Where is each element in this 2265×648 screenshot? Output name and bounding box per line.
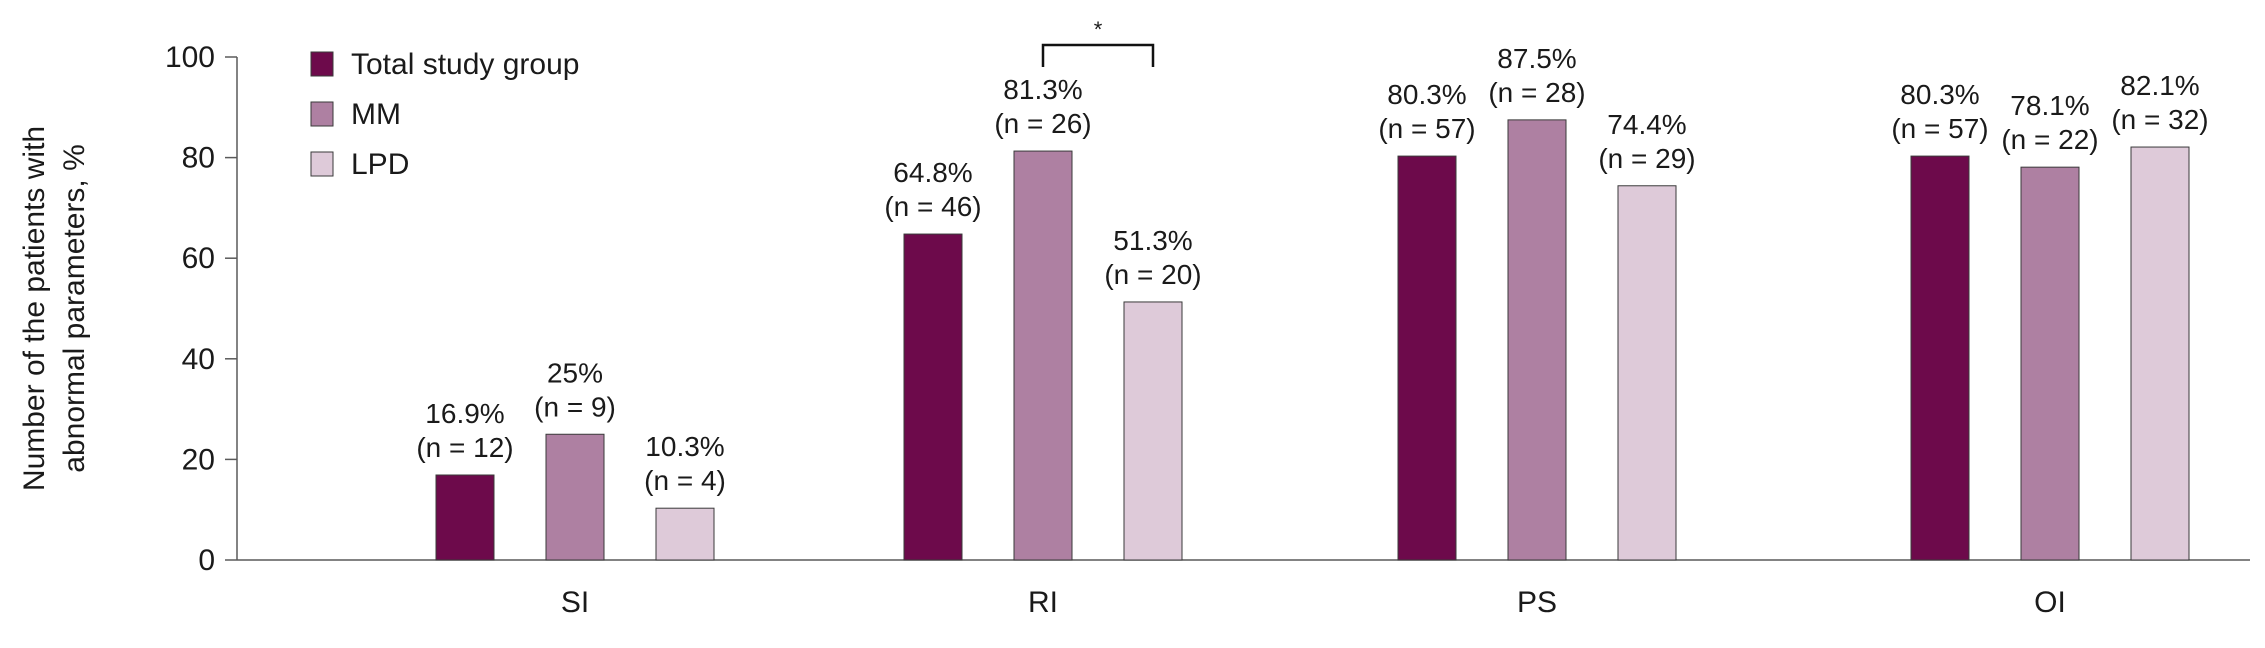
bar: [655, 507, 715, 561]
data-label: 80.3%: [1900, 79, 1979, 110]
data-label-n: (n = 22): [2001, 124, 2098, 155]
bar: [1617, 185, 1677, 561]
y-tick-label: 0: [198, 544, 215, 577]
bar: [2020, 166, 2080, 561]
legend-item: LPD: [310, 148, 409, 181]
bars-group: [435, 119, 2190, 561]
legend-label: MM: [351, 98, 401, 131]
legend: Total study group MM LPD: [310, 48, 579, 181]
data-label-n: (n = 12): [416, 432, 513, 463]
bar: [1013, 150, 1073, 561]
y-tick-label: 80: [182, 142, 215, 175]
y-tick-label: 100: [165, 41, 215, 74]
legend-swatch: [310, 101, 334, 127]
data-label: 80.3%: [1387, 79, 1466, 110]
bar: [903, 233, 963, 561]
legend-label: Total study group: [351, 48, 579, 81]
y-axis-label: Number of the patients with abnormal para…: [18, 126, 91, 491]
legend-label: LPD: [351, 148, 409, 181]
y-axis: 0 20 40 60 80 100: [165, 41, 238, 577]
data-label-n: (n = 28): [1488, 77, 1585, 108]
data-label: 82.1%: [2120, 70, 2199, 101]
x-category-label: OI: [2034, 586, 2066, 619]
data-label-n: (n = 9): [534, 391, 616, 422]
x-axis: SI RI PS OI: [237, 559, 2250, 619]
y-axis-title-line: Number of the patients with: [18, 126, 51, 491]
bar: [1123, 301, 1183, 561]
data-label: 16.9%: [425, 398, 504, 429]
data-label: 78.1%: [2010, 90, 2089, 121]
data-labels-group: 16.9%(n = 12)64.8%(n = 46)80.3%(n = 57)8…: [416, 43, 2208, 496]
bar: [545, 433, 605, 561]
data-label-n: (n = 4): [644, 465, 726, 496]
y-tick-label: 20: [182, 443, 215, 476]
x-category-label: SI: [561, 586, 589, 619]
data-label-n: (n = 32): [2111, 104, 2208, 135]
data-label-n: (n = 29): [1598, 143, 1695, 174]
bar: [1910, 155, 1970, 561]
significance-marker: *: [1094, 17, 1103, 42]
y-axis-title-line: abnormal parameters, %: [58, 144, 91, 472]
x-category-label: RI: [1028, 586, 1058, 619]
data-label-n: (n = 57): [1891, 113, 1988, 144]
y-tick-label: 40: [182, 343, 215, 376]
data-label: 10.3%: [645, 431, 724, 462]
legend-item: MM: [310, 98, 401, 131]
data-label-n: (n = 26): [994, 108, 1091, 139]
legend-swatch: [310, 151, 334, 177]
data-label: 81.3%: [1003, 74, 1082, 105]
legend-item: Total study group: [310, 48, 579, 81]
x-category-label: PS: [1517, 586, 1557, 619]
significance-bracket: [1041, 43, 1155, 67]
data-label: 74.4%: [1607, 109, 1686, 140]
bar: [2130, 146, 2190, 561]
data-label: 87.5%: [1497, 43, 1576, 74]
data-label: 25%: [547, 357, 603, 388]
bar: [1397, 155, 1457, 561]
data-label-n: (n = 20): [1104, 259, 1201, 290]
bar: [435, 474, 495, 561]
legend-swatch: [310, 51, 334, 77]
bar: [1507, 119, 1567, 561]
data-label-n: (n = 46): [884, 191, 981, 222]
y-axis-title: Number of the patients with abnormal para…: [18, 126, 91, 491]
annotations-group: *: [1041, 17, 1155, 67]
y-tick-label: 60: [182, 242, 215, 275]
data-label: 64.8%: [893, 157, 972, 188]
data-label: 51.3%: [1113, 225, 1192, 256]
data-label-n: (n = 57): [1378, 113, 1475, 144]
